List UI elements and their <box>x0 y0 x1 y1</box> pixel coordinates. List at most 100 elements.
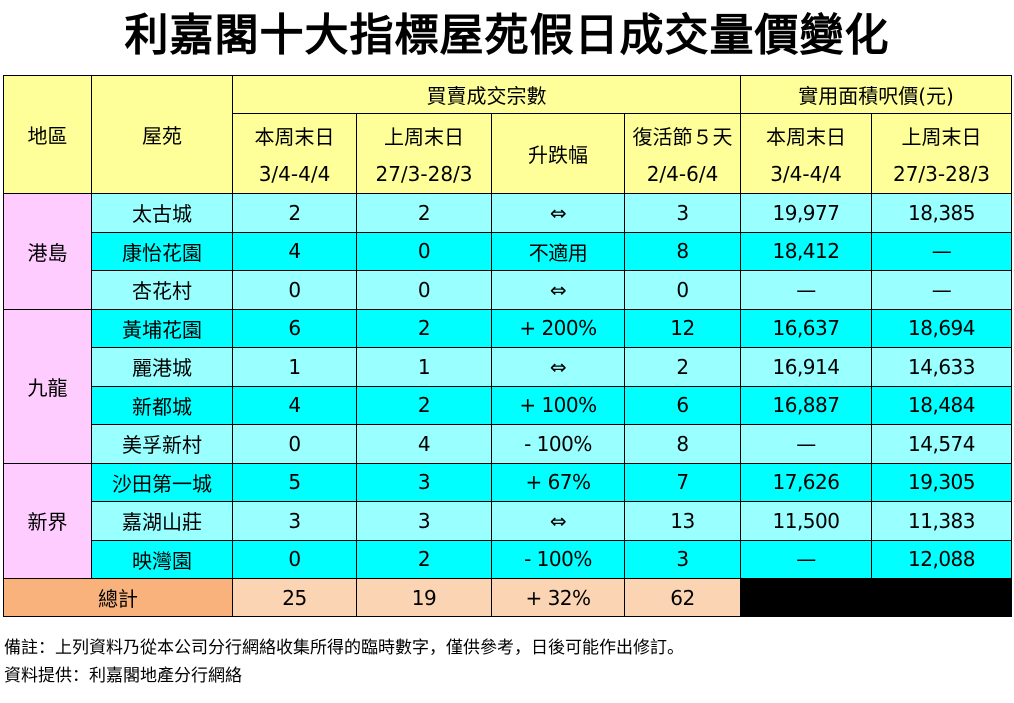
cell-price-last: 11,383 <box>870 501 1013 541</box>
cell-easter: 6 <box>624 385 741 425</box>
cell-easter: 13 <box>624 501 741 541</box>
remark-note: 備註：上列資料乃從本公司分行網絡收集所得的臨時數字，僅供參考，日後可能作出修訂。 <box>4 638 684 658</box>
cell-price-this: 16,914 <box>740 347 872 387</box>
header-estate: 屋苑 <box>91 75 233 194</box>
source-note: 資料提供：利嘉閣地產分行網絡 <box>4 666 242 686</box>
table-row: 美孚新村 0 4- 100% 8—14,574 <box>4 424 1013 464</box>
cell-this: 3 <box>232 501 357 541</box>
region-cell: 九龍 <box>3 308 92 464</box>
total-this: 25 <box>232 578 357 617</box>
cell-last: 3 <box>356 462 492 502</box>
header-district: 地區 <box>3 75 92 194</box>
cell-change: - 100% <box>491 424 625 464</box>
cell-price-last: 14,633 <box>870 347 1013 387</box>
cell-this: 5 <box>232 462 357 502</box>
cell-estate: 沙田第一城 <box>91 462 233 502</box>
cell-price-last: 12,088 <box>870 539 1013 579</box>
cell-change: + 100% <box>491 385 625 425</box>
cell-price-last: — <box>870 270 1013 310</box>
cell-last: 4 <box>356 424 492 464</box>
cell-estate: 康怡花園 <box>91 231 233 271</box>
cell-price-last: 19,305 <box>870 462 1013 502</box>
cell-easter: 7 <box>624 462 741 502</box>
cell-this: 0 <box>232 539 357 579</box>
cell-last: 2 <box>356 308 492 348</box>
cell-price-this: — <box>740 539 872 579</box>
header-price-last-dates: 27/3-28/3 <box>892 162 991 187</box>
header-price-last-label: 上周末日 <box>901 124 982 149</box>
header-last-weekend-label: 上周末日 <box>384 124 464 149</box>
cell-estate: 黃埔花園 <box>91 308 233 348</box>
cell-easter: 0 <box>624 270 741 310</box>
header-price-this: 本周末日 3/4-4/4 <box>740 113 872 194</box>
cell-easter: 8 <box>624 424 741 464</box>
cell-price-this: 16,887 <box>740 385 872 425</box>
cell-last: 3 <box>356 501 492 541</box>
total-row: 總計 25 19 + 32% 62 <box>3 578 1013 617</box>
table-row: 新界 沙田第一城 5 3 + 67% 7 17,626 19,305 <box>3 462 1013 579</box>
cell-estate: 映灣園 <box>91 539 233 579</box>
table-row: 嘉湖山莊 3 3 ⇔ 13 11,500 11,383 <box>4 501 1013 541</box>
transaction-table: 地區 屋苑 買賣成交宗數 實用面積呎價(元) 本周末日 3/4-4/4 上周末日 2… <box>3 75 1013 617</box>
cell-estate: 麗港城 <box>91 347 233 387</box>
header-easter-dates: 2/4-6/4 <box>646 162 719 187</box>
cell-last: 2 <box>356 385 492 425</box>
header-price-last: 上周末日 27/3-28/3 <box>870 113 1013 194</box>
header-easter-label: 復活節５天 <box>632 124 733 149</box>
header-this-weekend-label: 本周末日 <box>254 124 335 149</box>
cell-change: + 67% <box>491 462 625 502</box>
region-cell: 港島 <box>3 193 92 310</box>
cell-easter: 3 <box>624 193 741 233</box>
table-row: 九龍 黃埔花園 6 2 + 200% 12 16,637 18,694 <box>3 308 1013 464</box>
cell-price-last: 14,574 <box>870 424 1013 464</box>
table-row: 麗港城 1 1 ⇔ 2 16,914 14,633 <box>4 347 1013 387</box>
cell-price-this: 19,977 <box>740 193 872 233</box>
cell-easter: 8 <box>624 231 741 271</box>
cell-change: + 200% <box>491 308 625 348</box>
cell-easter: 12 <box>624 308 741 348</box>
total-last: 19 <box>356 578 492 617</box>
header-easter: 復活節５天 2/4-6/4 <box>624 113 741 194</box>
cell-estate: 美孚新村 <box>91 424 233 464</box>
region-cell: 新界 <box>3 462 92 579</box>
header-last-weekend: 上周末日 27/3-28/3 <box>356 113 492 194</box>
header-price-group: 實用面積呎價(元) <box>739 75 1013 114</box>
cell-this: 6 <box>232 308 357 348</box>
cell-last: 2 <box>356 193 492 233</box>
total-label: 總計 <box>3 578 233 617</box>
table-row: 港島 太古城 2 2 ⇔ 3 19,977 18,385 <box>3 193 1013 310</box>
cell-this: 0 <box>232 270 357 310</box>
header-this-weekend-dates: 3/4-4/4 <box>258 162 331 187</box>
cell-price-this: 16,637 <box>740 308 872 348</box>
cell-price-last: 18,694 <box>870 308 1013 348</box>
header-change: 升跌幅 <box>491 113 625 194</box>
cell-price-last: — <box>870 231 1013 271</box>
total-change: + 32% <box>491 578 625 617</box>
table-row: 康怡花園 4 0 不適用 8 18,412— <box>4 231 1013 271</box>
cell-change: ⇔ <box>491 501 625 541</box>
header-last-weekend-dates: 27/3-28/3 <box>375 162 473 187</box>
cell-last: 0 <box>356 270 492 310</box>
cell-easter: 2 <box>624 347 741 387</box>
cell-price-this: 11,500 <box>740 501 872 541</box>
total-blank-cell <box>739 578 1013 617</box>
cell-this: 0 <box>232 424 357 464</box>
cell-price-this: — <box>740 270 872 310</box>
cell-price-this: — <box>740 424 872 464</box>
cell-price-last: 18,385 <box>870 193 1013 233</box>
page-title: 利嘉閣十大指標屋苑假日成交量價變化 <box>124 10 890 61</box>
header-transactions-group: 買賣成交宗數 <box>232 75 741 114</box>
cell-last: 2 <box>356 539 492 579</box>
header-price-this-dates: 3/4-4/4 <box>770 162 842 187</box>
total-easter: 62 <box>624 578 741 617</box>
cell-price-this: 17,626 <box>740 462 872 502</box>
cell-last: 1 <box>356 347 492 387</box>
cell-this: 2 <box>232 193 357 233</box>
cell-estate: 嘉湖山莊 <box>91 501 233 541</box>
cell-change: 不適用 <box>491 231 625 271</box>
cell-estate: 杏花村 <box>91 270 233 310</box>
cell-change: - 100% <box>491 539 625 579</box>
cell-change: ⇔ <box>491 193 625 233</box>
cell-estate: 太古城 <box>91 193 233 233</box>
table-row: 新都城 4 2 + 100% 6 16,887 18,484 <box>4 385 1013 425</box>
